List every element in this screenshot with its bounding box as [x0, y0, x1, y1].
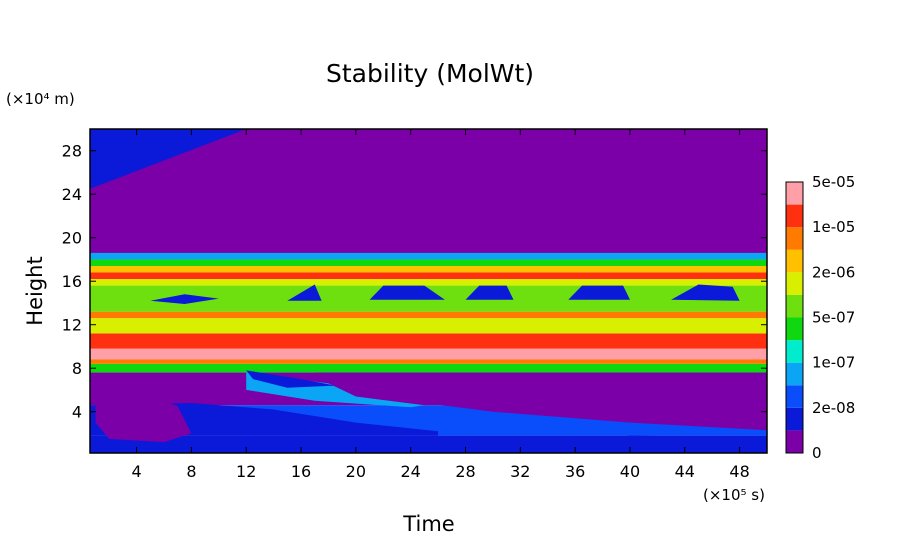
contour-lower-dark-zone: [465, 435, 767, 453]
colorbar-label: 5e-05: [812, 173, 855, 191]
x-tick-label: 32: [510, 462, 530, 481]
x-tick-label: 4: [132, 462, 142, 481]
x-tick-label: 44: [675, 462, 695, 481]
colorbar-swatch: [786, 317, 803, 341]
contour-band-11: [90, 272, 767, 280]
x-tick-label: 16: [291, 462, 311, 481]
x-axis: 4 8 12 16 20 24 28 32 36 40 44 48: [132, 129, 750, 481]
contour-band-7: [90, 318, 767, 334]
y-tick-label: 4: [72, 403, 82, 422]
contour-band-8: [90, 311, 767, 319]
colorbar-swatch: [786, 430, 803, 453]
contour-band-3: [90, 363, 767, 373]
colorbar-swatch: [786, 385, 803, 408]
y-tick-label: 28: [62, 142, 82, 161]
colorbar-label: 1e-05: [812, 218, 855, 236]
colorbar-label: 1e-07: [812, 354, 855, 372]
contour-band-15: [90, 129, 767, 253]
contour-band-10: [90, 279, 767, 286]
x-tick-label: 36: [565, 462, 585, 481]
contour-upper-left-plume: [90, 129, 247, 189]
y-tick-label: 20: [62, 229, 82, 248]
colorbar-swatch: [786, 294, 803, 318]
colorbar-label: 2e-08: [812, 399, 855, 417]
contour-dark-blue-cell-1: [150, 294, 219, 304]
y-unit-label: (×10⁴ m): [6, 90, 75, 108]
x-axis-title: Time: [402, 512, 454, 536]
y-tick-label: 24: [62, 185, 82, 204]
y-tick-label: 8: [72, 359, 82, 378]
contour-band-12: [90, 265, 767, 273]
colorbar-swatch: [786, 227, 803, 250]
y-tick-label: 12: [62, 316, 82, 335]
y-tick-label: 16: [62, 272, 82, 291]
x-tick-label: 8: [186, 462, 196, 481]
plot-area: [90, 129, 767, 453]
contour-band-13: [90, 259, 767, 266]
x-unit-label: (×10⁵ s): [703, 486, 765, 504]
contour-left-purple-blob: [95, 389, 192, 443]
colorbar-label: 0: [812, 444, 822, 462]
contour-dark-blue-cell-6: [671, 284, 740, 301]
colorbar-label: 5e-07: [812, 309, 855, 327]
contour-lower-purple-wedge: [314, 372, 767, 431]
colorbar-swatch: [786, 182, 803, 205]
colorbar-swatch: [786, 407, 803, 431]
contour-dark-blue-cell-4: [465, 285, 514, 300]
x-tick-label: 40: [620, 462, 640, 481]
contour-dark-blue-cell-2: [287, 284, 322, 301]
x-tick-label: 48: [729, 462, 749, 481]
colorbar-frame: [785, 181, 804, 454]
y-axis-title: Height: [23, 256, 47, 325]
plot-frame: [89, 128, 768, 454]
x-tick-label: 24: [401, 462, 421, 481]
colorbar: 0 2e-08 1e-07 5e-07 2e-06 1e-05 5e-05: [785, 173, 855, 462]
x-tick-label: 20: [346, 462, 366, 481]
colorbar-swatch: [786, 362, 803, 386]
chart-title: Stability (MolWt): [326, 59, 534, 88]
contour-dark-blue-cell-5: [568, 285, 630, 300]
contour-band-6: [90, 333, 767, 349]
contour-dark-blue-cell-3: [369, 285, 445, 300]
contour-band-4: [90, 359, 767, 364]
x-tick-label: 12: [236, 462, 256, 481]
colorbar-label: 2e-06: [812, 263, 855, 281]
colorbar-swatch: [786, 249, 803, 273]
colorbar-swatch: [786, 340, 803, 363]
contour-dark-blue-streak: [246, 370, 336, 388]
contour-band-5: [90, 348, 767, 360]
y-axis: 4 8 12 16 20 24 28: [62, 142, 767, 422]
x-tick-label: 28: [455, 462, 475, 481]
colorbar-swatch: [786, 204, 803, 228]
contour-band-14: [90, 252, 767, 260]
colorbar-swatch: [786, 272, 803, 295]
